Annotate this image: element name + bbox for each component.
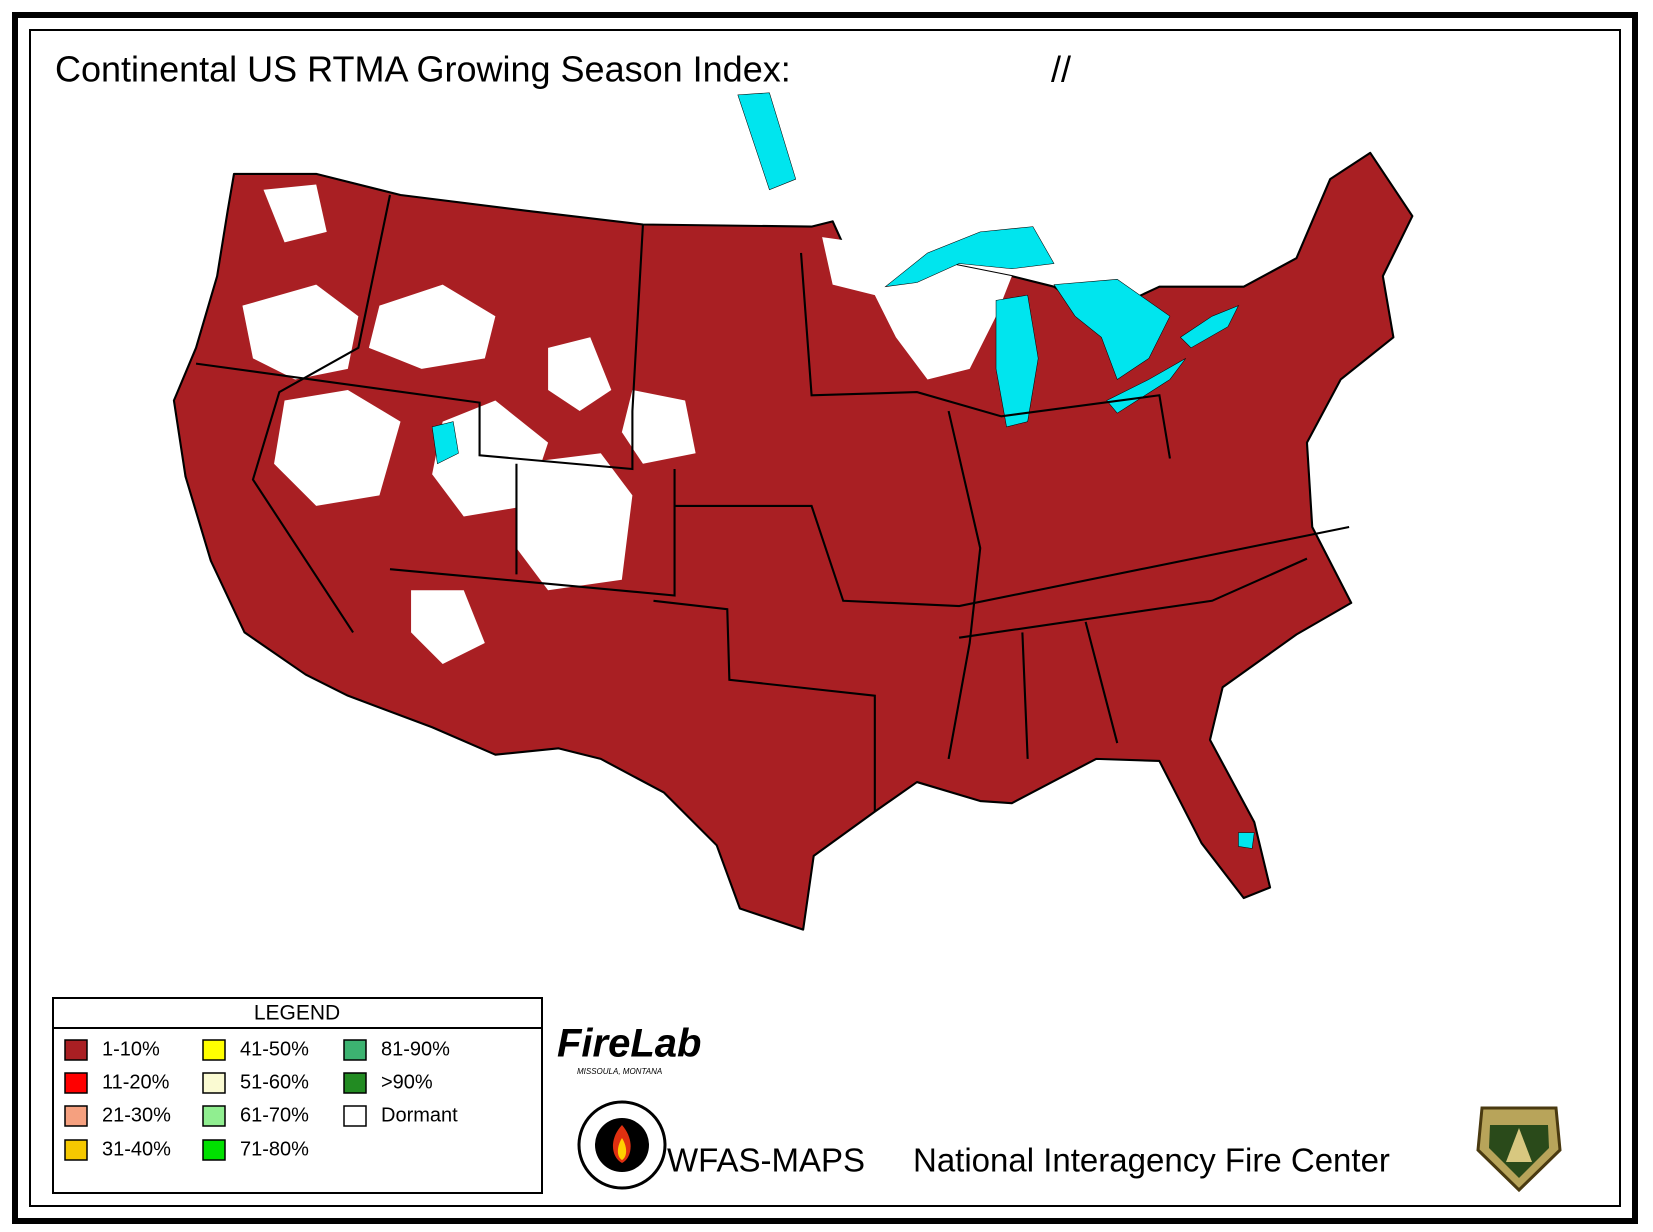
legend-label: 51-60%: [240, 1071, 309, 1093]
legend-swatch: [343, 1105, 367, 1127]
state-line: [674, 504, 1350, 608]
great-salt-lake: [431, 421, 459, 465]
dormant-area: [274, 389, 401, 506]
legend-label: >90%: [381, 1071, 433, 1093]
state-line: [947, 410, 1119, 760]
state-line: [389, 463, 676, 597]
dormant-area: [516, 453, 633, 591]
legend-swatch: [202, 1072, 226, 1094]
lake-okeechobee: [1238, 832, 1255, 849]
map-title: Continental US RTMA Growing Season Index…: [55, 49, 791, 90]
legend-swatch: [343, 1039, 367, 1061]
legend-label: 61-70%: [240, 1104, 309, 1126]
state-line: [958, 557, 1308, 639]
state-line: [195, 224, 644, 471]
shield-tree: [1506, 1128, 1532, 1162]
lake-superior: [884, 226, 1055, 288]
legend-label: 11-20%: [102, 1071, 170, 1093]
legend-swatch: [64, 1105, 88, 1127]
legend-label: 71-80%: [240, 1138, 309, 1160]
outer-frame: [12, 12, 1638, 1224]
state-line: [799, 252, 1171, 459]
dormant-area: [242, 284, 359, 380]
nifc-label: National Interagency Fire Center: [913, 1142, 1390, 1179]
us-map: [172, 92, 1414, 931]
state-line: [653, 599, 876, 812]
state-boundaries: [195, 194, 1350, 812]
legend-swatch: [343, 1072, 367, 1094]
inner-frame: [29, 29, 1621, 1207]
dormant-areas: [242, 184, 1012, 665]
nifc-flame-inner: [617, 1138, 627, 1160]
dormant-area: [548, 337, 612, 412]
legend-swatch: [64, 1039, 88, 1061]
dormant-area: [822, 237, 1012, 380]
map-date: //: [1051, 49, 1071, 90]
legend-swatch: [202, 1039, 226, 1061]
legend-title: LEGEND: [254, 1002, 340, 1025]
lake-huron: [1053, 279, 1171, 380]
dormant-area: [621, 389, 696, 464]
legend-label: 21-30%: [102, 1104, 171, 1126]
legend-label: Dormant: [381, 1104, 458, 1126]
legend-items: 1-10% 11-20% 21-30% 31-40% 41-50% 51-60% 61-70…: [64, 1038, 458, 1161]
firelab-location: MISSOULA, MONTANA: [577, 1067, 662, 1076]
legend-swatch: [64, 1139, 88, 1161]
legend-label: 41-50%: [240, 1038, 309, 1060]
lake-ontario: [1180, 305, 1239, 349]
firelab-logo: FireLab: [557, 1022, 701, 1066]
legend-label: 31-40%: [102, 1138, 171, 1160]
wfas-label: WFAS-MAPS: [667, 1142, 865, 1179]
dormant-area: [368, 284, 496, 369]
legend-label: 1-10%: [102, 1038, 160, 1060]
legend-swatch: [64, 1072, 88, 1094]
legend-swatch: [202, 1105, 226, 1127]
usfs-shield: [1476, 1106, 1562, 1193]
state-line: [251, 194, 392, 633]
nifc-logo: [577, 1100, 667, 1190]
legend-swatch: [202, 1139, 226, 1161]
dormant-area: [263, 184, 327, 243]
dormant-area: [411, 590, 485, 665]
lake-winnipeg: [737, 92, 797, 191]
legend-label: 81-90%: [381, 1038, 450, 1060]
legend-box: [52, 997, 543, 1194]
lake-michigan: [995, 294, 1039, 428]
